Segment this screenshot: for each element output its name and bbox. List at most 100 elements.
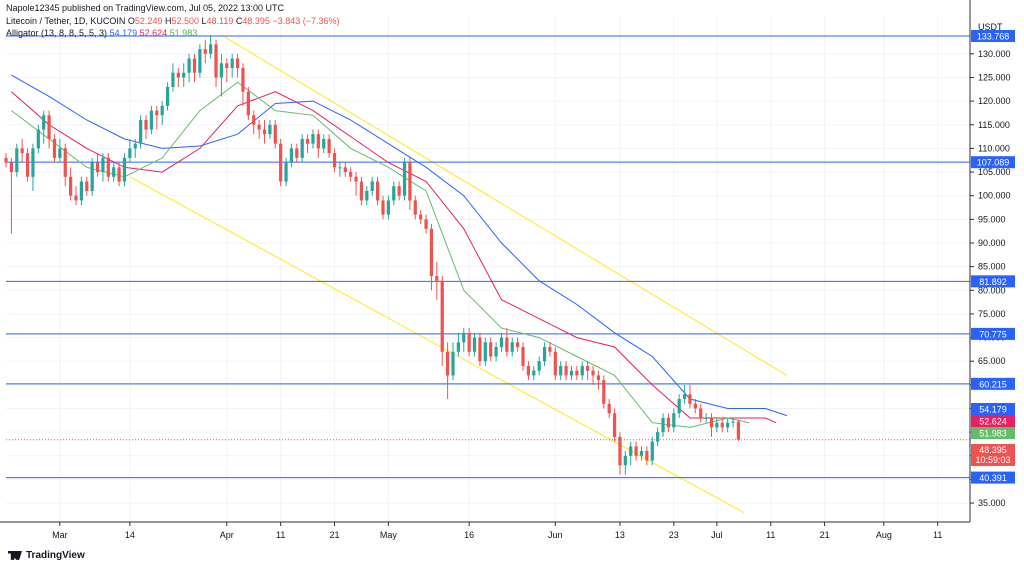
candle-body: [715, 422, 719, 428]
candle-body: [392, 186, 396, 201]
candle-body: [709, 417, 714, 428]
x-tick-label: Mar: [52, 530, 68, 540]
x-tick-label: Apr: [220, 530, 234, 540]
indicator-name[interactable]: Alligator (13, 8, 8, 5, 5, 3): [6, 28, 108, 38]
candle-body: [246, 91, 250, 116]
candle-body: [661, 417, 665, 433]
candle-body: [198, 49, 202, 73]
candle-body: [639, 451, 644, 456]
candle-body: [279, 143, 283, 182]
ohlc-change: −3.843 (−7.36%): [272, 16, 340, 26]
candle-body: [160, 105, 164, 116]
candle-body: [505, 337, 509, 352]
candle-body: [693, 403, 697, 409]
alligator-lines: [11, 74, 788, 428]
candle-body: [607, 403, 611, 414]
indicator-badge-label: 51.983: [979, 429, 1007, 439]
indicator-line: Alligator (13, 8, 8, 5, 5, 3) 54.179 52.…: [6, 28, 197, 38]
candle-body: [359, 181, 364, 201]
candle-body: [548, 347, 552, 352]
candle-body: [526, 365, 531, 376]
candle-body: [209, 44, 213, 54]
candle-body: [596, 375, 601, 381]
candle-body: [252, 115, 256, 125]
indicator-badge-label: 52.624: [979, 417, 1007, 427]
candle-body: [133, 143, 137, 149]
candle-body: [494, 347, 498, 357]
candle-body: [720, 422, 724, 428]
candle-body: [79, 181, 84, 201]
candle-body: [435, 276, 439, 281]
candle-body: [483, 342, 487, 362]
level-badge-label: 40.391: [979, 473, 1007, 483]
candle-body: [510, 342, 514, 352]
candle-body: [386, 200, 390, 215]
candle-body: [413, 200, 417, 215]
candle-body: [262, 129, 267, 135]
channel-line: [129, 176, 745, 514]
ohlc-high: 52.500: [171, 16, 199, 26]
price-badges: 133.768 107.089 81.892 70.775 60.215 40.391 54…: [971, 30, 1015, 484]
level-badge-label: 60.215: [979, 379, 1007, 389]
candle-body: [489, 342, 493, 357]
candle-body: [672, 413, 676, 428]
x-tick-label: 21: [330, 530, 340, 540]
candle-body: [569, 370, 574, 376]
candle-body: [456, 342, 460, 352]
indicator-badge: [971, 427, 1015, 439]
candle-body: [63, 148, 67, 177]
candle-body: [381, 200, 385, 215]
x-tick-label: 23: [669, 530, 679, 540]
level-badge: [971, 471, 1015, 484]
candle-body: [656, 432, 660, 442]
candle-body: [182, 72, 186, 78]
candle-body: [112, 167, 116, 177]
last-price-label: 48.395: [979, 445, 1007, 455]
indicator-badge: [971, 403, 1015, 415]
candle-body: [424, 219, 428, 229]
candle-body: [338, 167, 342, 169]
brand-text: TradingView: [26, 550, 85, 561]
candle-body: [375, 181, 380, 201]
candle-body: [650, 441, 654, 461]
candle-body: [257, 124, 261, 130]
level-badge-label: 107.089: [977, 158, 1010, 168]
y-tick-label: 115.000: [978, 120, 1010, 130]
x-tick-label: 16: [464, 530, 474, 540]
level-badge: [971, 156, 1015, 169]
candle-body: [440, 280, 444, 352]
candle-body: [214, 44, 218, 78]
candle-body: [85, 181, 89, 191]
candle-body: [408, 162, 412, 201]
candle-body: [225, 63, 229, 69]
last-price-badge: [971, 444, 1015, 466]
y-tick-label: 85.000: [978, 262, 1006, 272]
symbol-line: Litecoin / Tether, 1D, KUCOIN O52.249 H5…: [6, 16, 340, 26]
candle-body: [322, 138, 326, 149]
candle-body: [419, 214, 423, 220]
candle-body: [36, 129, 40, 149]
candle-body: [532, 370, 536, 376]
level-badge-label: 81.892: [979, 277, 1007, 287]
candle-body: [537, 361, 541, 371]
candle-body: [618, 436, 622, 466]
candle-body: [580, 365, 584, 376]
candle-body: [31, 148, 35, 177]
candle-body: [429, 228, 434, 277]
candle-body: [305, 138, 310, 144]
y-tick-label: 125.000: [978, 72, 1011, 82]
y-tick-label: 110.000: [978, 143, 1010, 153]
x-tick-label: 11: [276, 530, 285, 540]
symbol-name[interactable]: Litecoin / Tether, 1D, KUCOIN: [6, 16, 126, 26]
candle-body: [629, 446, 633, 456]
candle-body: [612, 413, 617, 437]
candle-body: [187, 58, 191, 73]
candle-body: [542, 347, 547, 362]
tradingview-logo[interactable]: TradingView: [8, 550, 85, 561]
y-tick-label: 65.000: [978, 356, 1006, 366]
candle-body: [623, 455, 627, 466]
candle-body: [289, 148, 294, 163]
x-tick-label: 21: [820, 530, 830, 540]
indicator-badge-label: 54.179: [979, 405, 1007, 415]
